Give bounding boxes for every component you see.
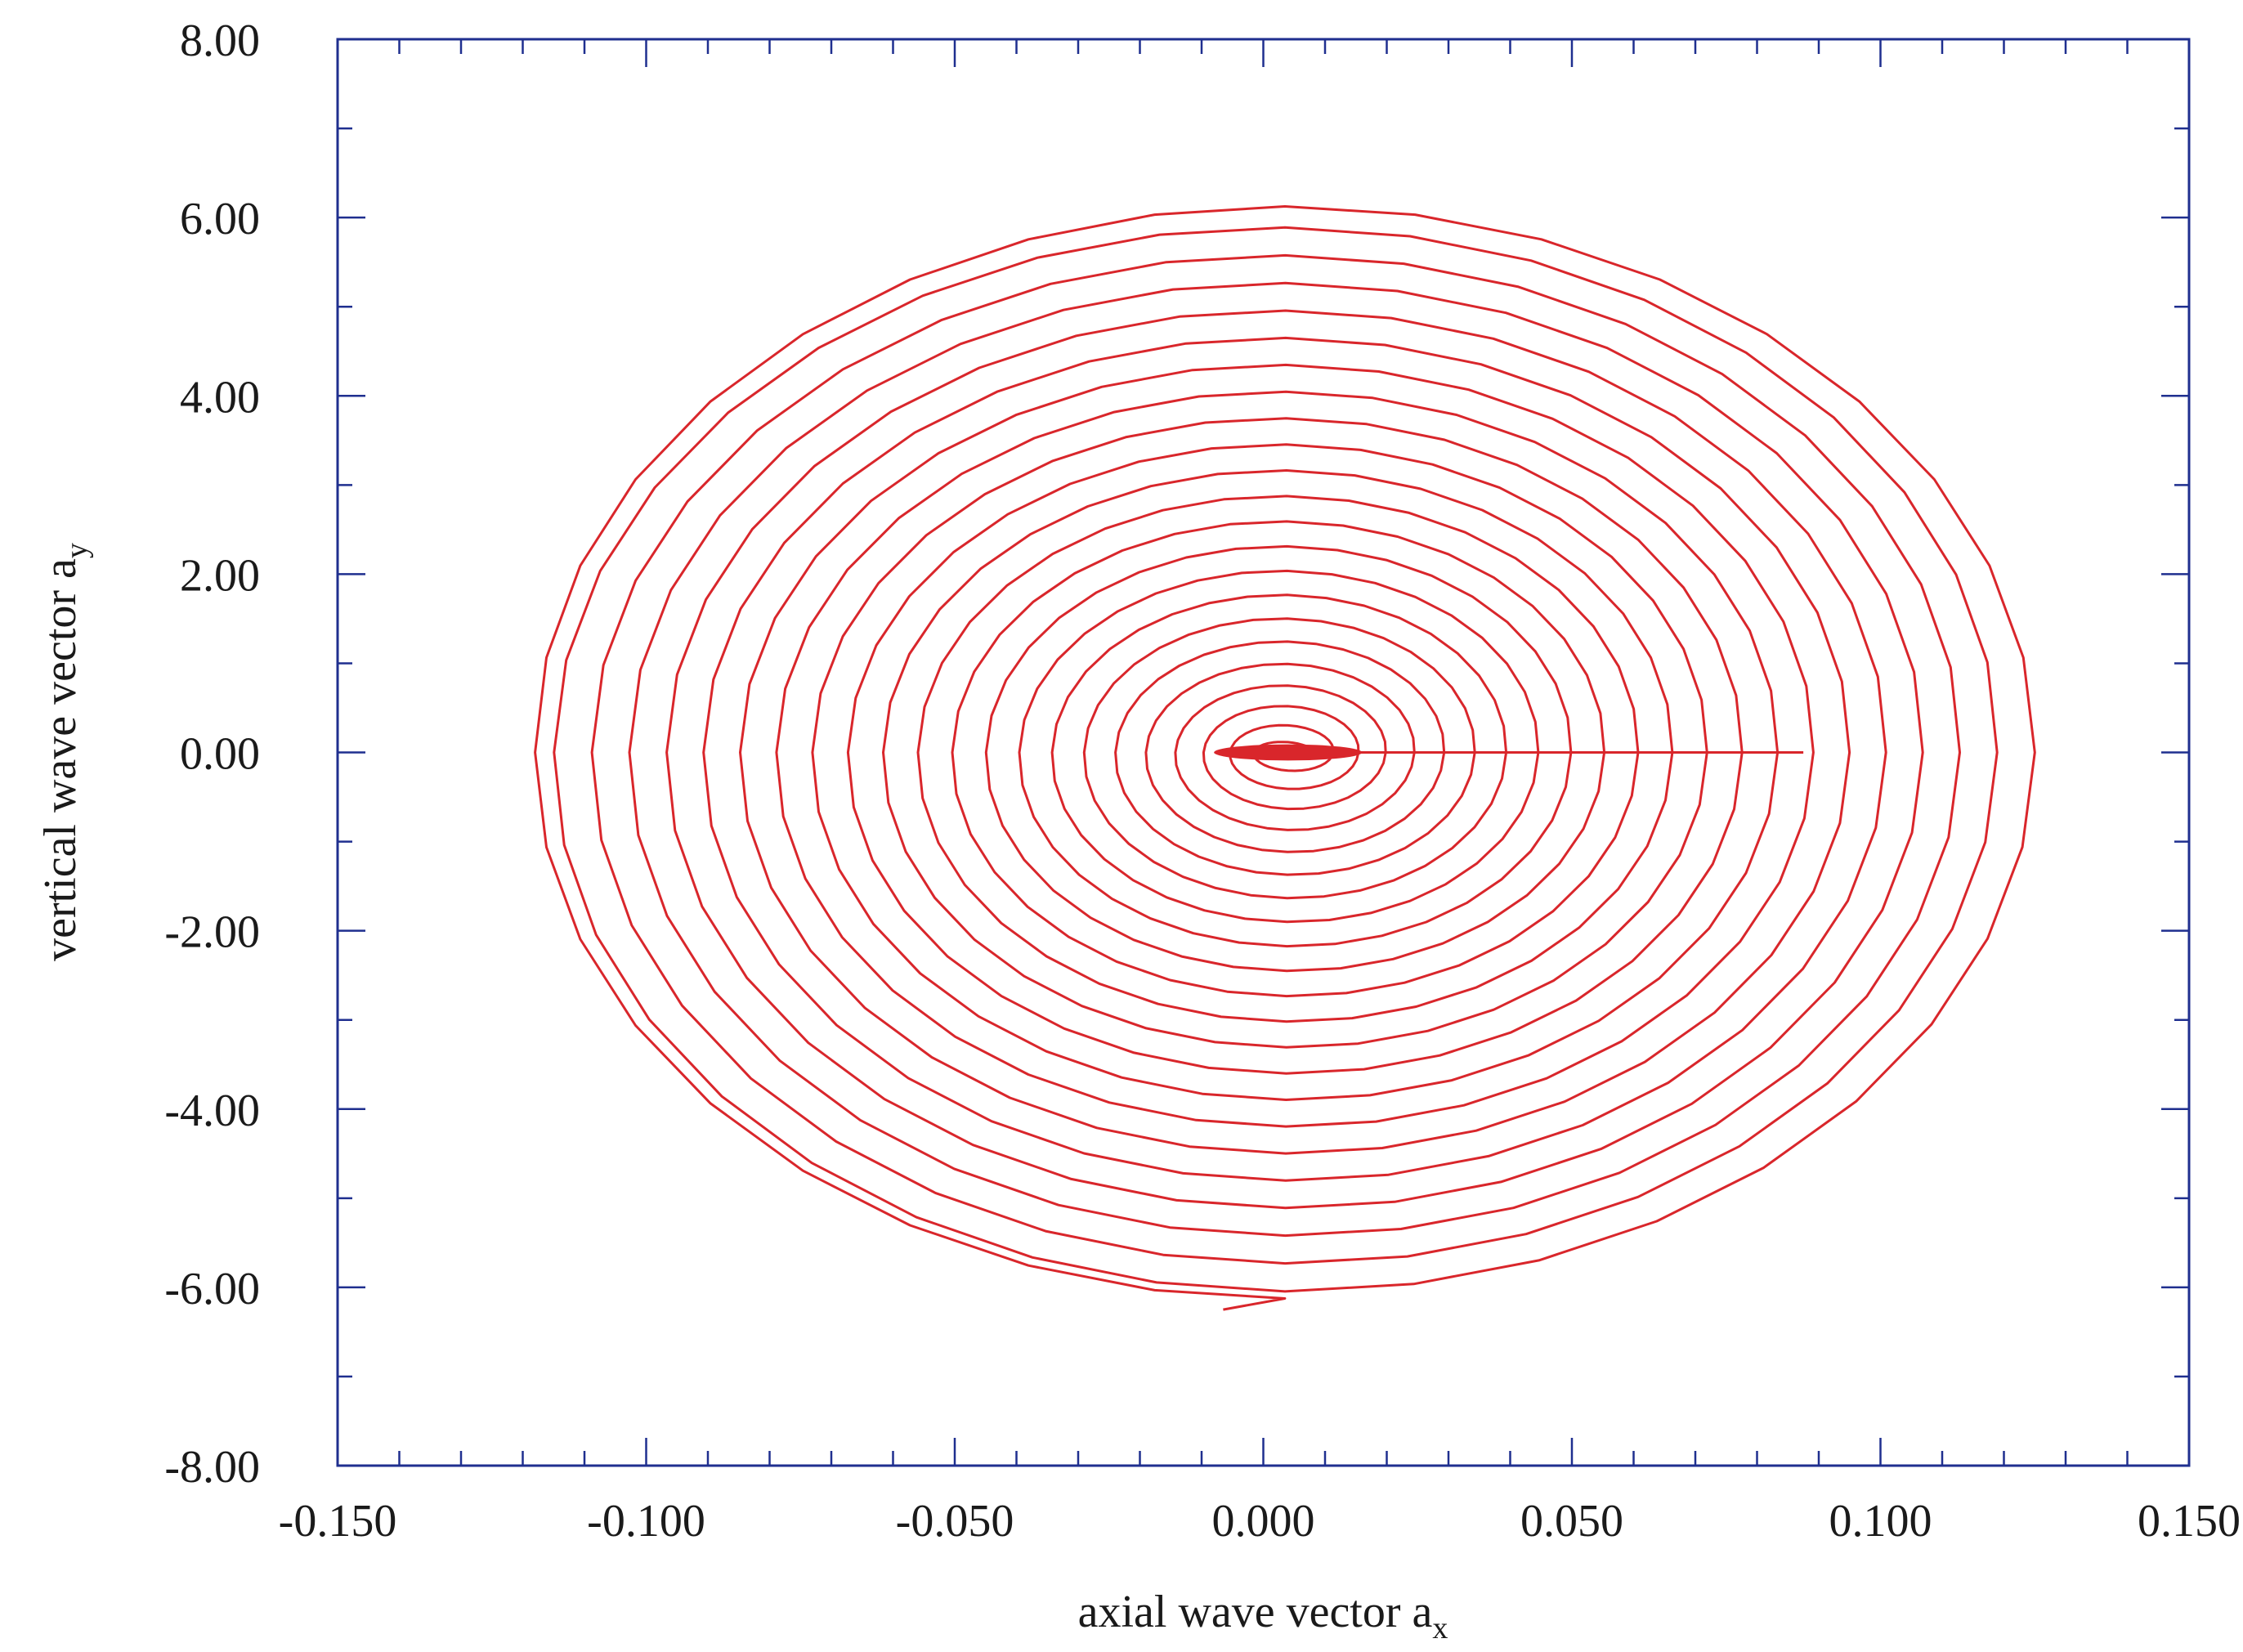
x-tick-label: -0.150	[279, 1496, 397, 1547]
y-tick-label: 6.00	[180, 194, 260, 244]
y-axis-title-text: vertical wave vector a	[35, 558, 86, 961]
labels-layer: -0.150 -0.100 -0.050 0.000 0.050 0.100 0.150 8.…	[164, 16, 2241, 1547]
y-tick-label: 2.00	[180, 550, 260, 601]
y-tick-label: 4.00	[180, 372, 260, 423]
x-axis-title: axial wave vector ax	[1078, 1587, 1448, 1645]
y-tick-label: 8.00	[180, 16, 260, 66]
y-axis-title-subscript: y	[60, 543, 94, 558]
y-tick-label: 0.00	[180, 729, 260, 780]
series-layer	[534, 205, 2036, 1311]
y-axis-title: vertical wave vector ay	[35, 543, 94, 961]
x-tick-label: 0.050	[1520, 1496, 1623, 1547]
y-tick-label: -6.00	[164, 1264, 260, 1314]
x-tick-label: 0.150	[2138, 1496, 2241, 1547]
x-tick-label: 0.000	[1212, 1496, 1315, 1547]
x-axis-title-text: axial wave vector a	[1078, 1587, 1433, 1637]
x-tick-label: 0.100	[1829, 1496, 1932, 1547]
spiral-core	[1214, 744, 1363, 761]
ticks-layer	[336, 38, 2191, 1467]
x-axis-title-subscript: x	[1432, 1611, 1448, 1645]
y-tick-label: -4.00	[164, 1086, 260, 1136]
y-tick-label: -2.00	[164, 907, 260, 958]
plot-frame	[336, 38, 2191, 1467]
y-tick-label: -8.00	[164, 1442, 260, 1493]
series-line-spiral	[534, 205, 2036, 1311]
x-tick-label: -0.100	[587, 1496, 705, 1547]
x-tick-label: -0.050	[896, 1496, 1014, 1547]
